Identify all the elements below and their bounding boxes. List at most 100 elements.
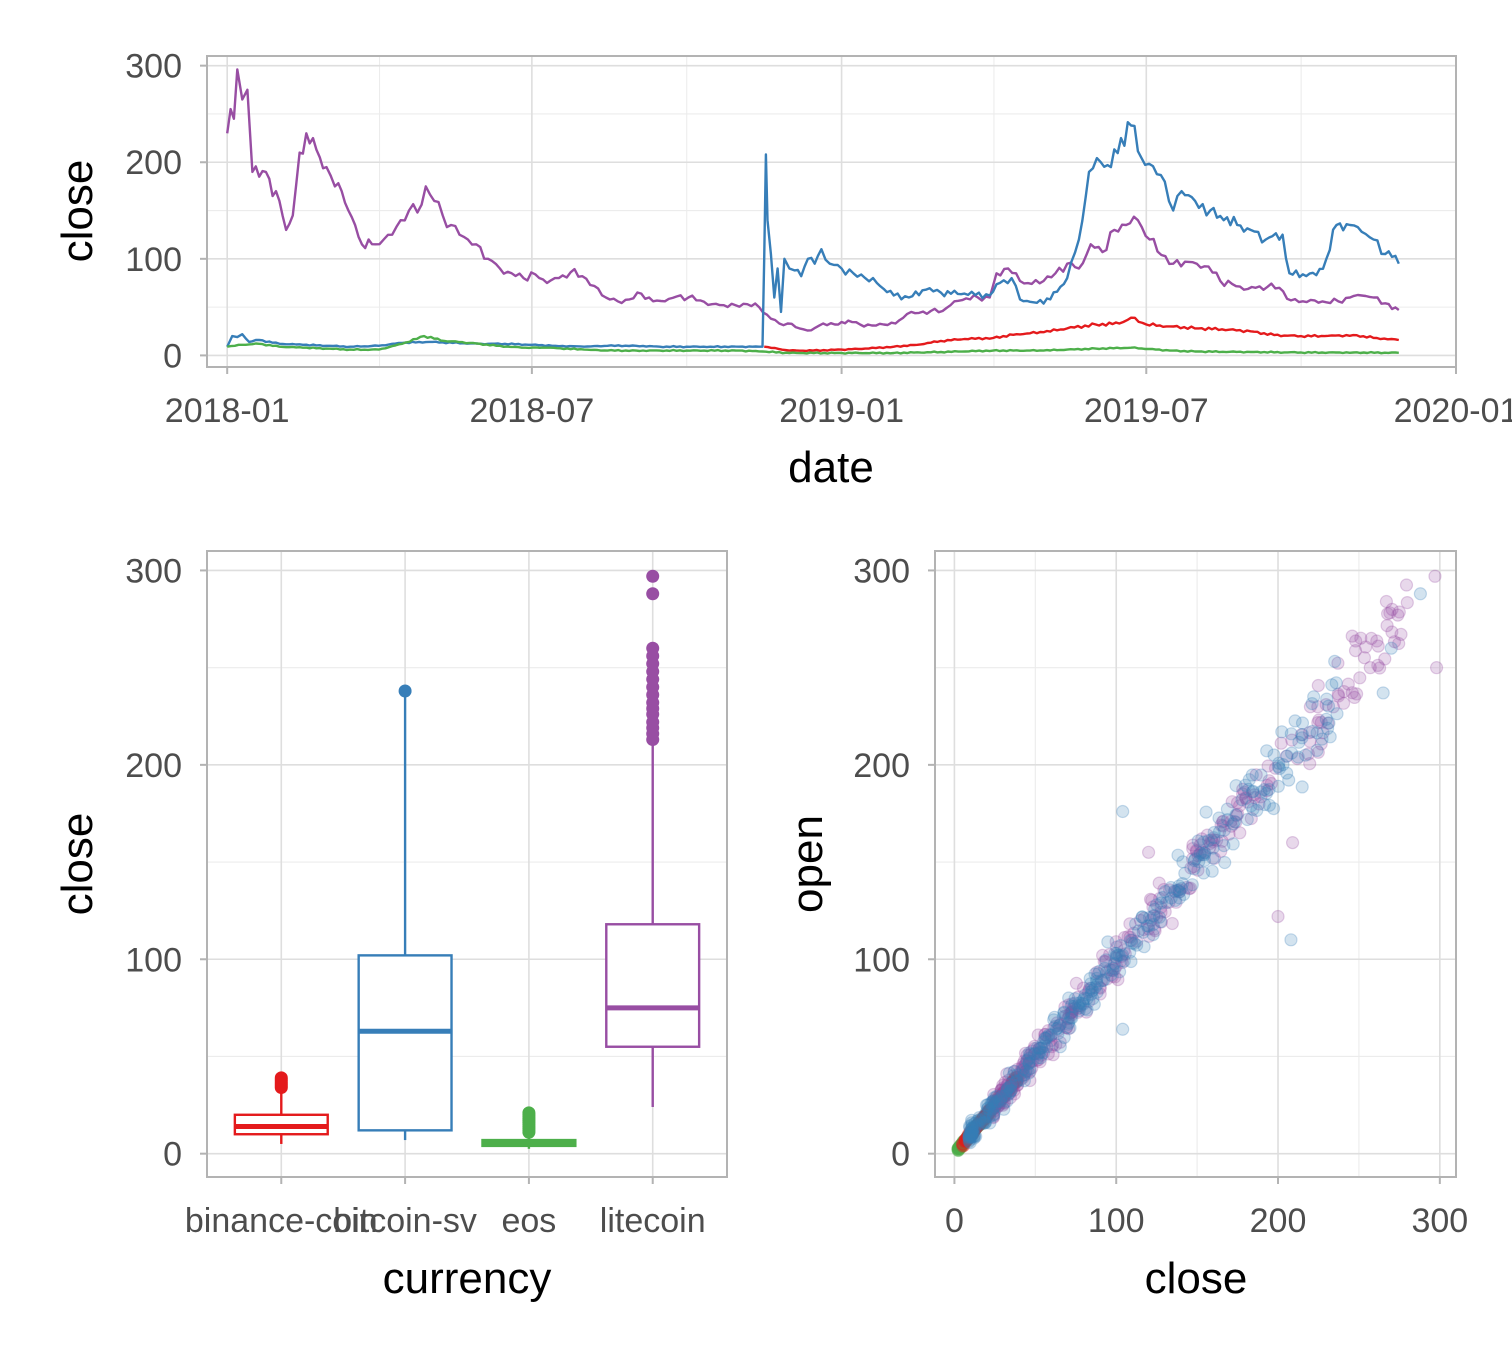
scatter-point-bitcoin-sv — [1017, 1074, 1032, 1088]
scatter-point-eos — [967, 1124, 981, 1138]
scatter-point-litecoin — [1142, 929, 1156, 943]
scatter-point-bitcoin-sv — [1212, 825, 1227, 839]
scatter-point-binance-coin — [997, 1085, 1011, 1100]
scatter-point-bitcoin-sv — [1141, 919, 1156, 933]
scatter-point-bitcoin-sv — [1072, 1003, 1086, 1018]
scatter-point-binance-coin — [965, 1124, 979, 1139]
scatter-point-eos — [976, 1112, 990, 1127]
scatter-point-litecoin — [1349, 687, 1364, 701]
scatter-point-bitcoin-sv — [1034, 1041, 1049, 1055]
scatter-point-eos — [978, 1110, 992, 1125]
scatter-point-binance-coin — [990, 1095, 1005, 1109]
scatter-point-binance-coin — [964, 1129, 978, 1143]
scatter-point-eos — [965, 1127, 979, 1141]
scatter-point-bitcoin-sv — [1175, 876, 1190, 891]
scatter-point-litecoin — [1065, 1008, 1079, 1022]
scatter-point-bitcoin-sv — [964, 1126, 978, 1140]
scatter-point-litecoin — [1022, 1051, 1037, 1065]
scatter-point-bitcoin-sv — [1284, 727, 1298, 741]
scatter-point-bitcoin-sv — [1149, 898, 1164, 912]
scatter-point-bitcoin-sv — [1083, 971, 1097, 986]
scatter-point-binance-coin — [992, 1094, 1006, 1108]
scatter-point-litecoin — [1162, 883, 1177, 897]
scatter-point-bitcoin-sv — [991, 1094, 1005, 1109]
box-outlier-litecoin — [646, 569, 660, 583]
scatter-point-bitcoin-sv — [1295, 780, 1309, 794]
scatter-point-binance-coin — [980, 1109, 994, 1123]
scatter-point-binance-coin — [958, 1134, 972, 1148]
scatter-point-bitcoin-sv — [1227, 814, 1242, 829]
scatter-point-litecoin — [1042, 1030, 1056, 1045]
scatter-point-binance-coin — [988, 1097, 1002, 1111]
scatter-point-litecoin — [1311, 745, 1325, 759]
scatter-point-litecoin — [1052, 1023, 1066, 1037]
scatter-point-eos — [951, 1141, 965, 1156]
scatter-point-eos — [968, 1122, 982, 1137]
scatter-point-bitcoin-sv — [1106, 961, 1120, 975]
scatter-point-litecoin — [1094, 973, 1109, 988]
scatter-point-binance-coin — [967, 1121, 982, 1136]
box-chart-marks — [233, 569, 701, 1149]
scatter-point-litecoin — [1231, 807, 1245, 821]
scatter-point-litecoin — [1023, 1073, 1037, 1088]
scatter-point-bitcoin-sv — [981, 1101, 995, 1115]
scatter-point-bitcoin-sv — [1330, 707, 1344, 721]
scatter-point-eos — [961, 1129, 975, 1143]
scatter-point-bitcoin-sv — [1084, 987, 1098, 1001]
scatter-point-litecoin — [1260, 778, 1274, 793]
scatter-point-binance-coin — [1005, 1075, 1020, 1089]
scatter-point-bitcoin-sv — [978, 1115, 992, 1130]
scatter-point-bitcoin-sv — [970, 1118, 984, 1132]
scatter-point-bitcoin-sv — [1177, 887, 1191, 902]
scatter-point-litecoin — [1185, 852, 1200, 866]
scatter-point-binance-coin — [1005, 1077, 1019, 1092]
line-y-tick-label: 100 — [125, 241, 182, 279]
scatter-point-binance-coin — [1001, 1084, 1015, 1098]
scatter-point-bitcoin-sv — [964, 1126, 978, 1140]
scatter-point-eos — [953, 1141, 967, 1155]
scatter-x-tick-label: 200 — [1250, 1202, 1307, 1240]
scatter-point-bitcoin-sv — [1089, 974, 1104, 989]
scatter-point-litecoin — [1017, 1054, 1032, 1068]
scatter-point-bitcoin-sv — [1006, 1069, 1020, 1083]
scatter-point-bitcoin-sv — [965, 1128, 979, 1142]
scatter-point-litecoin — [1170, 883, 1184, 898]
scatter-point-eos — [953, 1139, 968, 1153]
scatter-point-bitcoin-sv — [1291, 750, 1305, 764]
scatter-point-litecoin — [1370, 634, 1384, 648]
scatter-point-bitcoin-sv — [1016, 1062, 1031, 1076]
scatter-point-bitcoin-sv — [1009, 1074, 1024, 1088]
scatter-point-litecoin — [1233, 826, 1247, 840]
box-outlier-litecoin — [646, 641, 660, 655]
scatter-point-bitcoin-sv — [1240, 812, 1254, 827]
scatter-point-bitcoin-sv — [1193, 846, 1207, 860]
scatter-point-bitcoin-sv — [1135, 910, 1149, 924]
scatter-point-litecoin — [1147, 909, 1161, 923]
scatter-point-eos — [969, 1118, 984, 1133]
scatter-point-outlier — [1285, 836, 1300, 850]
scatter-point-eos — [981, 1105, 995, 1119]
scatter-point-litecoin — [987, 1094, 1002, 1109]
scatter-point-litecoin — [997, 1090, 1011, 1104]
scatter-point-eos — [967, 1124, 981, 1138]
scatter-point-bitcoin-sv — [1310, 726, 1324, 740]
scatter-point-litecoin — [999, 1082, 1014, 1096]
scatter-point-binance-coin — [1009, 1073, 1023, 1087]
scatter-point-bitcoin-sv — [965, 1125, 979, 1140]
scatter-point-eos — [953, 1138, 967, 1153]
scatter-point-bitcoin-sv — [1123, 945, 1137, 959]
scatter-point-litecoin — [1090, 965, 1104, 979]
line-chart-series — [226, 68, 1400, 355]
scatter-point-litecoin — [1237, 785, 1252, 799]
scatter-point-eos — [955, 1139, 969, 1153]
scatter-point-litecoin — [1093, 981, 1107, 995]
scatter-point-bitcoin-sv — [1023, 1061, 1037, 1076]
scatter-point-eos — [959, 1134, 973, 1148]
scatter-point-litecoin — [1001, 1088, 1015, 1102]
scatter-point-eos — [978, 1111, 992, 1126]
scatter-point-binance-coin — [1004, 1080, 1018, 1095]
scatter-point-bitcoin-sv — [1112, 965, 1127, 979]
scatter-point-bitcoin-sv — [1071, 999, 1085, 1013]
scatter-point-eos — [979, 1107, 994, 1121]
